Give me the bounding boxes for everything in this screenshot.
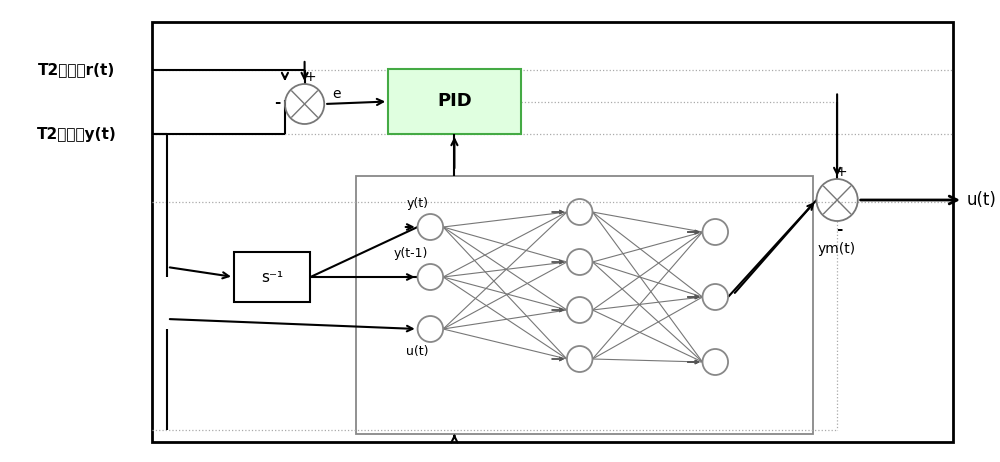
Text: ym(t): ym(t) [818,242,856,256]
Text: +: + [835,165,847,179]
Text: s⁻¹: s⁻¹ [261,269,283,285]
Text: u(t): u(t) [967,191,997,209]
Text: y(t): y(t) [406,197,428,211]
Text: T2回测量y(t): T2回测量y(t) [37,127,117,141]
Text: +: + [305,70,316,84]
Text: u(t): u(t) [406,345,428,358]
Text: y(t-1): y(t-1) [394,248,428,261]
Text: -: - [274,95,280,109]
Text: e: e [332,87,341,101]
Text: PID: PID [437,92,472,110]
Bar [388,69,521,134]
Bar [234,252,310,302]
Text: -: - [836,223,842,237]
Text: T2回给定r(t): T2回给定r(t) [38,62,115,78]
Bar [356,176,813,434]
Bar [152,22,953,442]
